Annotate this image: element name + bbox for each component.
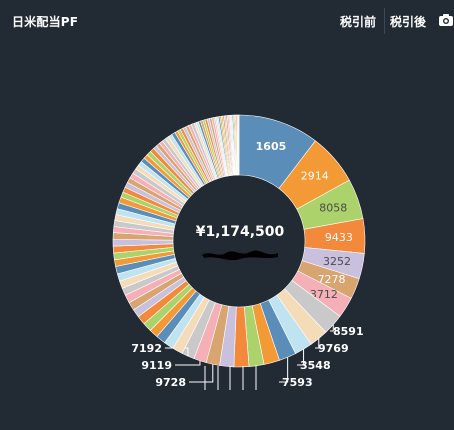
camera-icon[interactable] bbox=[438, 12, 454, 28]
top-bar: 日米配当PF 税引前 税引後 bbox=[0, 0, 454, 44]
slice-label: 3548 bbox=[300, 359, 331, 372]
label-connector bbox=[297, 349, 305, 366]
slice-label: 9119 bbox=[141, 359, 172, 372]
slice-label: 1605 bbox=[256, 140, 287, 153]
portfolio-total: ¥1,174,500 bbox=[195, 224, 285, 240]
slice-label: 7593 bbox=[282, 376, 313, 389]
tab-pre-tax[interactable]: 税引前 bbox=[340, 15, 377, 29]
page-title: 日米配当PF bbox=[12, 15, 79, 29]
label-connector bbox=[315, 338, 320, 349]
label-connector bbox=[175, 360, 201, 366]
slice-label: 9433 bbox=[325, 231, 353, 244]
tab-divider bbox=[384, 8, 385, 34]
label-connector bbox=[279, 357, 289, 383]
slice-label: 7278 bbox=[318, 273, 346, 286]
slice-label: 9728 bbox=[155, 376, 186, 389]
slice-label: 2914 bbox=[301, 170, 329, 183]
slice-label: 8058 bbox=[319, 202, 347, 215]
label-connector bbox=[189, 364, 214, 383]
slice-label: 3712 bbox=[310, 288, 338, 301]
redacted-scribble bbox=[202, 250, 278, 261]
slice-label: 3252 bbox=[323, 255, 351, 268]
slice-label: 9769 bbox=[318, 342, 349, 355]
label-connector bbox=[330, 324, 334, 332]
tab-post-tax[interactable]: 税引後 bbox=[390, 15, 427, 29]
pie-slice[interactable] bbox=[237, 114, 240, 176]
slice-label: 7192 bbox=[131, 342, 162, 355]
slice-label: 8591 bbox=[333, 325, 364, 338]
